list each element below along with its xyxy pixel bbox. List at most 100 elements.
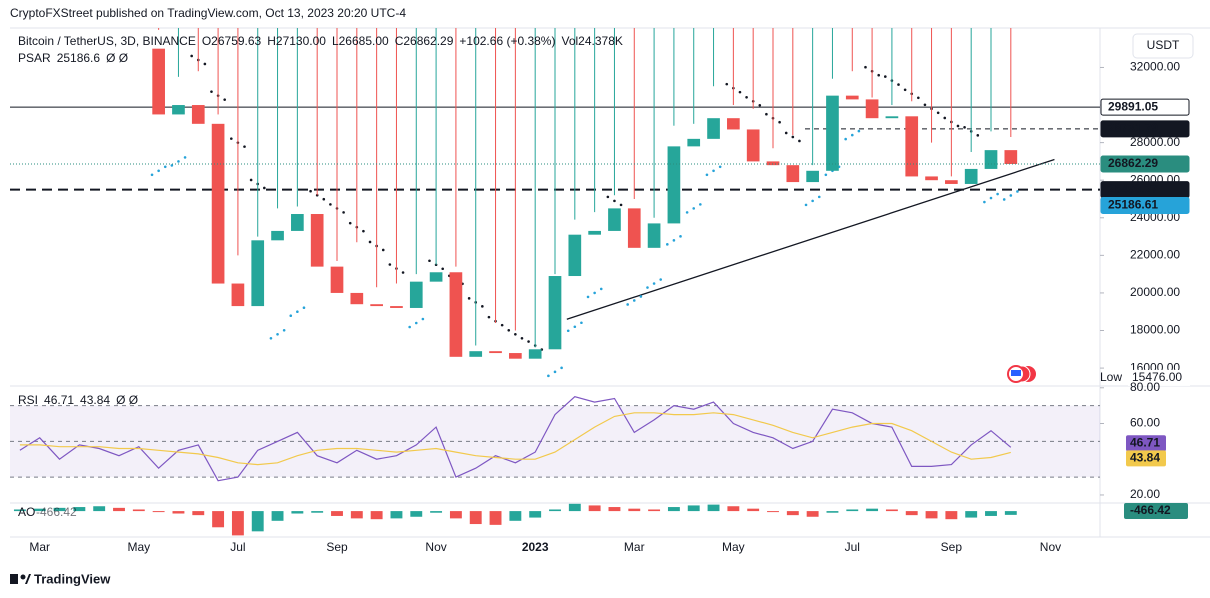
- candle-body: [568, 234, 582, 277]
- ao-bar: [945, 511, 958, 520]
- psar-dot: [725, 82, 729, 86]
- ao-bar: [905, 511, 918, 516]
- candle-body: [786, 165, 800, 183]
- psar-dot: [699, 203, 702, 206]
- ao-bar: [925, 511, 938, 519]
- psar-dot: [1002, 198, 1006, 201]
- ao-bar: [331, 511, 343, 516]
- psar-dot: [210, 90, 213, 93]
- psar-dot: [956, 124, 960, 128]
- psar-dot: [804, 203, 808, 207]
- price-badge: [1100, 196, 1190, 214]
- currency-button[interactable]: [1132, 33, 1194, 59]
- psar-dot: [844, 137, 847, 141]
- ao-bar: [1004, 511, 1017, 515]
- low-value: 15476.00: [1132, 370, 1182, 384]
- psar-dot: [996, 192, 999, 196]
- ao-bar: [667, 507, 680, 512]
- price-badge-label: 25499.27: [1108, 182, 1158, 196]
- ao-bar: [588, 505, 601, 512]
- candle-body: [964, 168, 978, 184]
- psar-dot: [632, 299, 636, 302]
- psar-dot: [850, 133, 854, 137]
- candle-body: [984, 150, 998, 169]
- psar-dot: [1016, 190, 1019, 193]
- psar-dot: [1009, 194, 1013, 197]
- psar-dot: [401, 271, 405, 274]
- y-tick-label: 80.00: [1130, 380, 1160, 394]
- psar-dot: [923, 103, 927, 107]
- indicator-value: 25186.6: [57, 51, 101, 65]
- candle-body: [885, 116, 899, 119]
- psar-dot: [203, 62, 207, 66]
- trendline: [566, 158, 1055, 320]
- psar-dot: [857, 129, 861, 133]
- candle-body: [489, 351, 502, 354]
- psar-dot: [705, 173, 709, 177]
- psar-dot: [322, 197, 326, 201]
- ao-bar: [965, 511, 978, 518]
- indicator-name: PSAR: [18, 51, 51, 65]
- psar-dot: [507, 328, 511, 332]
- x-tick-label: Nov: [425, 540, 446, 554]
- currency[interactable]: USDT: [1147, 38, 1180, 52]
- candle-body: [330, 266, 344, 293]
- ao-bar: [549, 509, 561, 512]
- psar-dot: [672, 239, 676, 242]
- psar-dot: [639, 295, 643, 298]
- psar-dot: [679, 235, 682, 238]
- psar-dot: [249, 178, 253, 182]
- psar-dot: [606, 195, 610, 199]
- psar-dot: [903, 88, 907, 92]
- psar-dot: [428, 259, 431, 263]
- psar-dot: [481, 305, 484, 308]
- candle-body: [350, 292, 364, 305]
- ao-bar: [271, 511, 284, 521]
- x-tick-label: 2023: [522, 540, 549, 554]
- y-tick-label: 22000.00: [1130, 248, 1180, 262]
- psar-dot: [362, 229, 365, 233]
- psar-dot: [183, 156, 187, 159]
- x-tick-label: May: [127, 540, 150, 554]
- psar-dot: [976, 134, 980, 137]
- psar-dot: [765, 112, 768, 116]
- rsi-title: RSI: [18, 393, 38, 407]
- psar-dot: [269, 336, 273, 340]
- psar-dot: [745, 95, 748, 99]
- ohlc-value: L26685.00: [332, 34, 389, 48]
- psar-dot: [580, 321, 583, 325]
- psar-dot: [342, 211, 345, 214]
- x-tick-label: Mar: [29, 540, 50, 554]
- x-tick-label: Sep: [941, 540, 963, 554]
- candle-body: [191, 105, 205, 124]
- psar-dot: [593, 291, 596, 295]
- psar-dot: [897, 83, 900, 86]
- rsi-ma-value: 43.84: [80, 393, 110, 407]
- price-badge-label: 28731.79: [1108, 121, 1158, 135]
- candle-body: [172, 105, 185, 115]
- rsi-badge-label: 43.84: [1130, 451, 1160, 465]
- psar-dot: [368, 240, 372, 244]
- rsi-flags: Ø Ø: [116, 393, 138, 407]
- psar-dot: [547, 374, 550, 378]
- psar-dot: [276, 332, 279, 336]
- price-badge-label: 25186.61: [1108, 198, 1158, 212]
- rsi-line: [19, 396, 1012, 482]
- y-tick-label: 28000.00: [1130, 135, 1180, 149]
- candle-body: [548, 276, 562, 350]
- ao-bar: [727, 506, 740, 512]
- candle-body: [409, 281, 423, 308]
- rsi-line: [19, 412, 1011, 466]
- ao-bar: [370, 511, 383, 520]
- candle-body: [925, 176, 938, 181]
- psar-dot: [573, 325, 577, 329]
- candle-body: [271, 230, 284, 241]
- candle-body: [687, 138, 701, 147]
- publish-header: CryptoFXStreet published on TradingView.…: [10, 6, 406, 20]
- psar-dot: [811, 199, 814, 203]
- candle-body: [588, 230, 601, 235]
- ao-bar: [311, 511, 324, 513]
- psar-dot: [414, 321, 418, 325]
